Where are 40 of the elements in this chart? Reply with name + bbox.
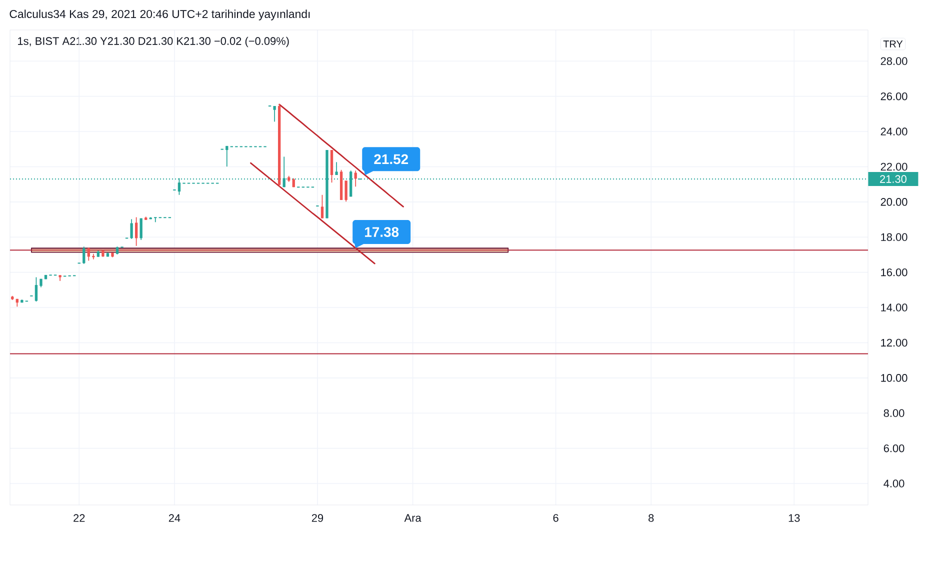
x-tick-label: Ara xyxy=(404,514,422,522)
candlestick xyxy=(226,146,228,168)
candlestick xyxy=(335,162,338,176)
data-label: 21.52 xyxy=(374,154,408,164)
y-tick-label: 18.00 xyxy=(881,233,908,242)
x-tick-label: 22 xyxy=(74,514,85,522)
candlestick xyxy=(92,253,95,260)
ref-line-label: 21.30 xyxy=(880,175,906,183)
x-tick-label: 29 xyxy=(312,514,324,522)
y-tick-label: 12.00 xyxy=(881,338,908,347)
x-tick-label: 8 xyxy=(648,514,654,522)
y-axis-title: TRY xyxy=(883,40,903,48)
y-tick-label: 8.00 xyxy=(884,409,904,417)
candlestick xyxy=(130,218,133,240)
y-tick-label: 26.00 xyxy=(880,92,908,100)
y-tick-label: 6.00 xyxy=(884,444,904,452)
candlestick xyxy=(87,247,90,262)
x-tick-label: 13 xyxy=(788,514,800,522)
y-tick-label: 28.00 xyxy=(880,57,908,66)
y-tick-label: 20.00 xyxy=(880,198,908,206)
x-tick-label: 24 xyxy=(168,514,180,522)
candlestick xyxy=(154,217,158,223)
y-tick-label: 24.00 xyxy=(880,128,908,136)
x-tick-label: 6 xyxy=(553,514,558,522)
candlestick xyxy=(140,218,142,240)
data-label: 17.38 xyxy=(365,227,399,237)
candlestick xyxy=(344,180,348,202)
candlestick xyxy=(354,170,357,188)
chart-title: Calculus34 Kas 29, 2021 20:46 UTC+2 tarihinde yayınlandı xyxy=(10,10,310,20)
y-tick-label: 14.00 xyxy=(881,304,908,312)
candlestick xyxy=(134,216,138,246)
y-tick-label: 10.00 xyxy=(881,374,908,382)
candlestick xyxy=(82,246,86,264)
y-tick-label: 16.00 xyxy=(881,268,908,276)
y-tick-label: 4.00 xyxy=(884,480,904,488)
candlestick xyxy=(320,194,324,219)
candlestick xyxy=(273,106,276,122)
text: 1s, BIST A21.30 Y21.30 D21.30 K21.30 −0.02 (−0.09%) xyxy=(18,36,289,48)
candlestick xyxy=(34,276,38,302)
y-tick-label: 22.00 xyxy=(880,162,908,171)
